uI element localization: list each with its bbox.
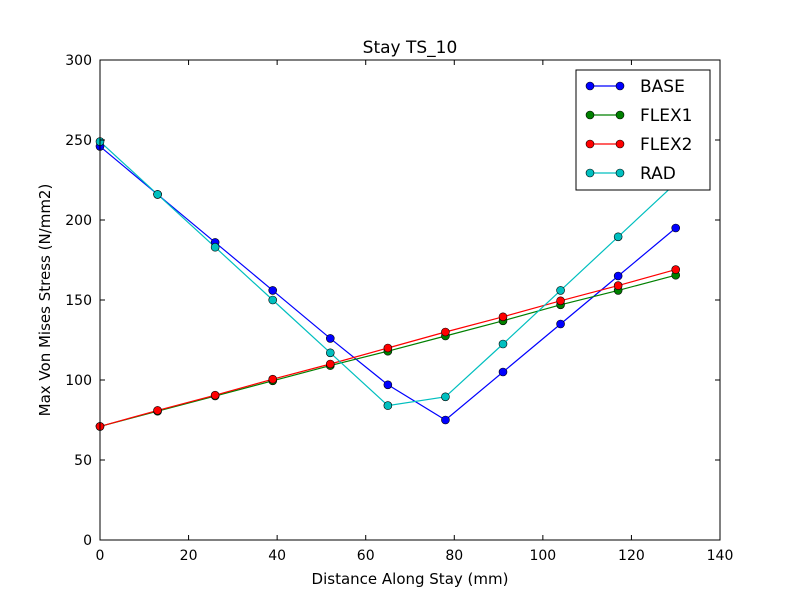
data-point-rad (613, 232, 623, 242)
legend-marker-flex1 (615, 110, 625, 120)
y-tick-label: 250 (65, 133, 92, 149)
y-tick-label: 150 (65, 293, 92, 309)
data-point-flex2 (325, 359, 335, 369)
legend-marker-flex1 (585, 110, 595, 120)
data-point-flex2 (210, 390, 220, 400)
data-point-flex2 (268, 374, 278, 384)
data-point-base (613, 271, 623, 281)
data-point-rad (210, 242, 220, 252)
data-point-base (383, 380, 393, 390)
legend-label-base: BASE (640, 77, 685, 97)
legend-marker-flex2 (615, 139, 625, 149)
y-tick-label: 50 (74, 453, 92, 469)
data-point-base (498, 367, 508, 377)
x-tick-label: 80 (445, 548, 463, 564)
data-point-flex2 (441, 327, 450, 337)
data-point-rad (153, 190, 162, 199)
data-point-base (671, 223, 681, 233)
legend-label-flex2: FLEX2 (640, 135, 692, 155)
x-tick-label: 140 (707, 548, 734, 564)
x-tick-label: 120 (618, 548, 645, 564)
data-point-rad (441, 392, 450, 402)
data-point-rad (383, 401, 393, 410)
x-tick-label: 40 (268, 548, 286, 564)
chart-title: Stay TS_10 (363, 38, 458, 58)
y-tick-label: 200 (65, 213, 92, 229)
legend-marker-rad (615, 168, 625, 178)
data-point-base (268, 286, 278, 295)
data-point-flex2 (556, 296, 565, 306)
x-tick-label: 20 (180, 548, 198, 564)
x-tick-label: 0 (96, 548, 105, 564)
axis-ticks: 0 20 40 60 80 100 120 140 0 50 100 150 200 250 300 (65, 53, 733, 564)
legend-marker-base (585, 81, 595, 91)
y-axis-label: Max Von Mises Stress (N/mm2) (36, 184, 54, 417)
y-tick-label: 300 (65, 53, 92, 69)
data-point-flex2 (383, 343, 393, 353)
y-tick-label: 0 (83, 533, 92, 549)
y-tick-label: 100 (65, 373, 92, 389)
legend-label-rad: RAD (640, 164, 676, 184)
legend-box (575, 69, 711, 191)
x-tick-label: 100 (529, 548, 556, 564)
legend-label-flex1: FLEX1 (640, 106, 692, 126)
data-point-rad (498, 339, 508, 349)
data-point-rad (268, 295, 278, 305)
x-tick-label: 60 (357, 548, 375, 564)
legend-marker-rad (585, 168, 595, 178)
x-axis-label: Distance Along Stay (mm) (312, 570, 509, 588)
data-point-flex2 (671, 265, 681, 274)
data-point-flex2 (153, 406, 162, 415)
data-point-rad (556, 286, 565, 295)
legend: BASE FLEX1 FLEX2 RAD (575, 69, 711, 191)
data-point-base (556, 319, 565, 329)
data-point-base (441, 415, 450, 425)
data-point-flex2 (613, 281, 623, 290)
data-point-rad (325, 348, 335, 358)
data-point-flex2 (498, 312, 508, 322)
legend-marker-base (615, 81, 625, 91)
data-point-base (325, 334, 335, 343)
legend-marker-flex2 (585, 139, 595, 149)
